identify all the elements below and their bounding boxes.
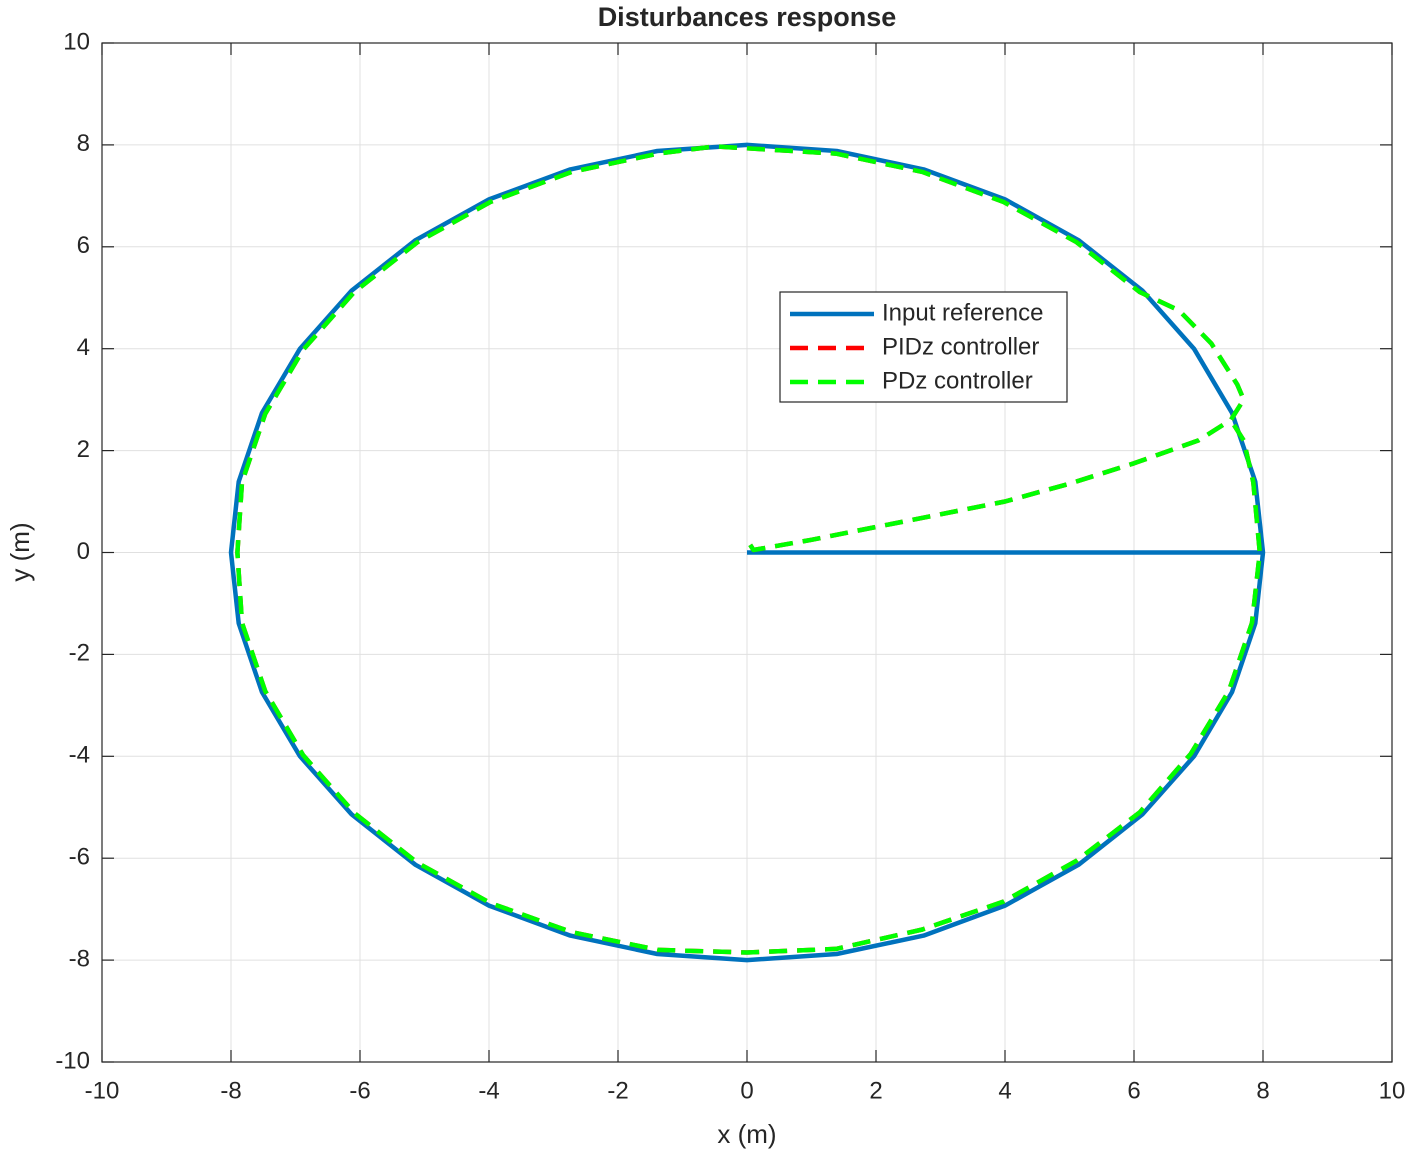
series-line: [228, 142, 1266, 963]
x-tick-label: -6: [349, 1077, 370, 1104]
x-axis-label: x (m): [717, 1119, 776, 1149]
x-tick-label: 8: [1256, 1077, 1269, 1104]
x-tick-label: -4: [478, 1077, 499, 1104]
y-tick-label: 6: [77, 232, 90, 259]
legend-label: PIDz controller: [882, 333, 1039, 360]
legend-label: PDz controller: [882, 367, 1033, 394]
y-tick-label: 0: [77, 538, 90, 565]
y-tick-label: -10: [55, 1047, 90, 1074]
x-tick-label: -2: [607, 1077, 628, 1104]
chart-title: Disturbances response: [598, 2, 897, 32]
x-tick-label: 6: [1127, 1077, 1140, 1104]
x-tick-label: 0: [740, 1077, 753, 1104]
y-tick-label: 2: [77, 436, 90, 463]
legend: Input reference PIDz controller PDz contro…: [779, 291, 1068, 403]
y-tick-label: -2: [69, 640, 90, 667]
x-tick-label: 2: [869, 1077, 882, 1104]
x-tick-label: -8: [220, 1077, 241, 1104]
y-tick-label: 8: [77, 130, 90, 157]
x-tick-label: 10: [1379, 1077, 1406, 1104]
y-tick-label: -6: [69, 844, 90, 871]
y-tick-label: 4: [77, 334, 90, 361]
y-tick-label: -8: [69, 945, 90, 972]
y-tick-label: 10: [63, 28, 90, 55]
series-line: [235, 144, 1263, 955]
y-axis-label: y (m): [5, 522, 35, 581]
plot-frame: [101, 42, 1393, 1063]
y-tick-label: -4: [69, 742, 90, 769]
legend-label: Input reference: [882, 299, 1043, 326]
x-tick-label: 4: [998, 1077, 1011, 1104]
x-tick-label: -10: [85, 1077, 120, 1104]
